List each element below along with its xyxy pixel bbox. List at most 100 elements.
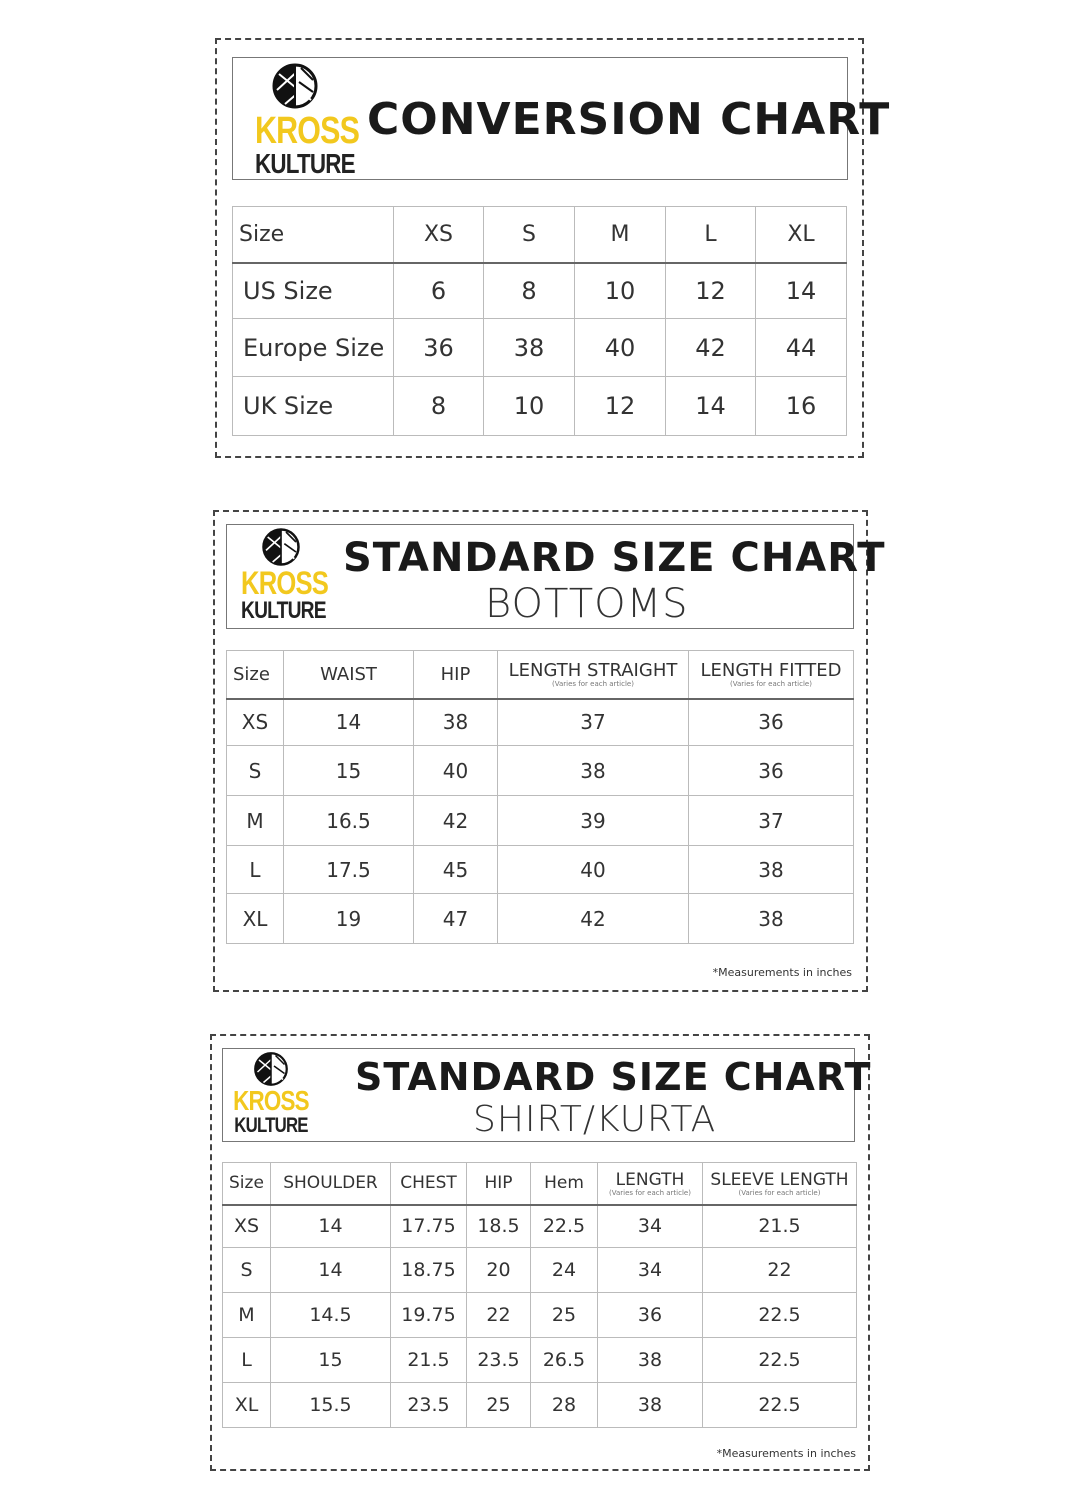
table-cell: 36 — [688, 745, 854, 796]
table-cell: 17.75 — [390, 1204, 467, 1248]
bottoms-table: Size WAIST HIP LENGTH STRAIGHT (Varies for e… — [226, 650, 854, 944]
column-header: Hem — [530, 1162, 598, 1206]
table-cell: 22.5 — [702, 1382, 857, 1428]
row-label: L — [226, 845, 284, 894]
table-cell: 37 — [497, 698, 689, 746]
column-header: SLEEVE LENGTH (Varies for each article) — [702, 1162, 857, 1206]
table-row: S 15 40 38 36 — [226, 745, 854, 796]
table-cell: 21.5 — [390, 1337, 467, 1383]
shirt-footnote: *Measurements in inches — [716, 1447, 856, 1460]
table-cell: 8 — [393, 376, 484, 436]
bottoms-chart-header: KROSS KULTURE STANDARD SIZE CHART BOTTOM… — [226, 524, 885, 629]
row-label: Europe Size — [232, 318, 394, 377]
table-cell: 36 — [597, 1292, 703, 1338]
table-cell: 24 — [530, 1247, 598, 1293]
table-cell: 40 — [497, 845, 689, 894]
row-label: L — [222, 1337, 271, 1383]
table-cell: 38 — [497, 745, 689, 796]
table-cell: 18.5 — [466, 1204, 531, 1248]
conversion-table: Size XS S M L XL US Size 6 8 10 12 14 Europe Size 36 3… — [232, 206, 847, 436]
table-cell: 22 — [702, 1247, 857, 1293]
table-row: M 16.5 42 39 37 — [226, 795, 854, 846]
column-header: XS — [393, 206, 484, 264]
table-cell: 12 — [665, 262, 756, 319]
column-header: SHOULDER — [270, 1162, 391, 1206]
conversion-chart-section — [215, 38, 864, 458]
table-row: XL 19 47 42 38 — [226, 893, 854, 944]
table-cell: 14 — [665, 376, 756, 436]
table-cell: 39 — [497, 795, 689, 846]
table-cell: 28 — [530, 1382, 598, 1428]
row-label: XS — [222, 1204, 271, 1248]
column-note: (Varies for each article) — [552, 680, 634, 689]
table-row: US Size 6 8 10 12 14 — [232, 262, 847, 319]
row-label: US Size — [232, 262, 394, 319]
table-cell: 37 — [688, 795, 854, 846]
row-label: XS — [226, 698, 284, 746]
shirt-table: Size SHOULDER CHEST HIP Hem LENGTH (Varies for… — [222, 1162, 857, 1428]
brand-logo: KROSS KULTURE — [245, 62, 360, 178]
table-cell: 15 — [283, 745, 414, 796]
column-header: Size — [226, 650, 284, 700]
table-cell: 25 — [530, 1292, 598, 1338]
table-cell: 14 — [270, 1204, 391, 1248]
bottoms-title: STANDARD SIZE CHART — [343, 535, 886, 581]
table-cell: 20 — [466, 1247, 531, 1293]
column-header: S — [483, 206, 575, 264]
shirt-chart-section — [210, 1034, 870, 1471]
table-cell: 42 — [413, 795, 498, 846]
brand-logo: KROSS KULTURE — [223, 1051, 319, 1136]
table-cell: 26.5 — [530, 1337, 598, 1383]
column-header: LENGTH (Varies for each article) — [597, 1162, 703, 1206]
column-header: HIP — [466, 1162, 531, 1206]
row-label: UK Size — [232, 376, 394, 436]
table-row: XS 14 17.75 18.5 22.5 34 21.5 — [222, 1204, 857, 1248]
shirt-subtitle: SHIRT/KURTA — [473, 1099, 717, 1140]
table-cell: 17.5 — [283, 845, 414, 894]
column-note: (Varies for each article) — [738, 1188, 821, 1197]
table-row: S 14 18.75 20 24 34 22 — [222, 1247, 857, 1293]
basketball-logo-icon — [254, 1052, 288, 1086]
table-header-row: Size SHOULDER CHEST HIP Hem LENGTH (Varies for… — [222, 1162, 857, 1206]
table-cell: 22 — [466, 1292, 531, 1338]
table-cell: 14 — [755, 262, 847, 319]
table-cell: 14 — [270, 1247, 391, 1293]
table-cell: 12 — [574, 376, 666, 436]
column-header: LENGTH FITTED (Varies for each article) — [688, 650, 854, 700]
table-cell: 22.5 — [702, 1292, 857, 1338]
column-header: CHEST — [390, 1162, 467, 1206]
table-cell: 42 — [665, 318, 756, 377]
table-row: UK Size 8 10 12 14 16 — [232, 376, 847, 436]
row-label: XL — [226, 893, 284, 944]
table-cell: 22.5 — [530, 1204, 598, 1248]
table-row: XS 14 38 37 36 — [226, 698, 854, 746]
table-cell: 16.5 — [283, 795, 414, 846]
column-note: (Varies for each article) — [730, 680, 812, 689]
table-cell: 22.5 — [702, 1337, 857, 1383]
page-title: CONVERSION CHART — [367, 94, 891, 145]
column-header: Size — [222, 1162, 271, 1206]
table-cell: 8 — [483, 262, 575, 319]
table-header-row: Size XS S M L XL — [232, 206, 847, 264]
table-cell: 14 — [283, 698, 414, 746]
table-cell: 36 — [688, 698, 854, 746]
table-cell: 38 — [597, 1337, 703, 1383]
table-cell: 47 — [413, 893, 498, 944]
table-cell: 21.5 — [702, 1204, 857, 1248]
basketball-logo-icon — [272, 63, 318, 109]
table-cell: 38 — [597, 1382, 703, 1428]
table-cell: 38 — [688, 845, 854, 894]
table-cell: 25 — [466, 1382, 531, 1428]
table-cell: 6 — [393, 262, 484, 319]
table-cell: 19 — [283, 893, 414, 944]
table-cell: 10 — [483, 376, 575, 436]
table-cell: 38 — [413, 698, 498, 746]
table-cell: 44 — [755, 318, 847, 377]
table-cell: 42 — [497, 893, 689, 944]
table-row: L 15 21.5 23.5 26.5 38 22.5 — [222, 1337, 857, 1383]
table-cell: 15.5 — [270, 1382, 391, 1428]
table-cell: 34 — [597, 1204, 703, 1248]
bottoms-subtitle: BOTTOMS — [485, 581, 689, 627]
column-header: XL — [755, 206, 847, 264]
table-row: L 17.5 45 40 38 — [226, 845, 854, 894]
